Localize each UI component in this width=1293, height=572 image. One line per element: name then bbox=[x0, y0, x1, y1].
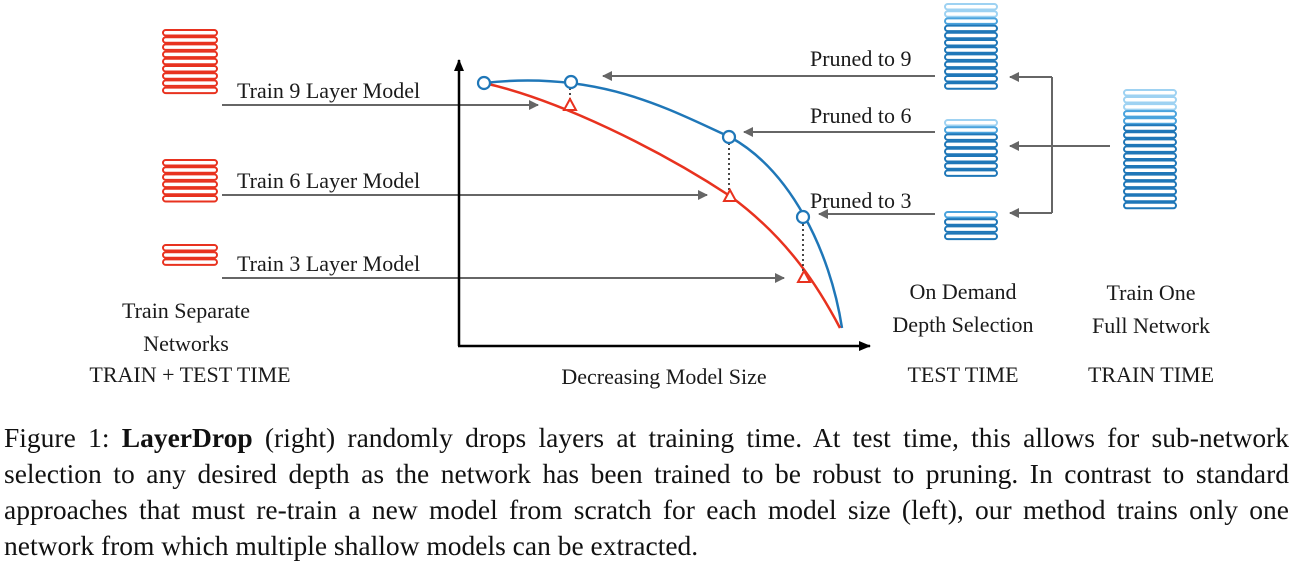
separate-network-layer bbox=[162, 29, 218, 37]
full-network-layer bbox=[1123, 131, 1177, 139]
kept-layer bbox=[944, 133, 998, 141]
kept-layer bbox=[944, 162, 998, 170]
train-3-layer-label: Train 3 Layer Model bbox=[237, 251, 420, 276]
middle-caption-line-2: Depth Selection bbox=[892, 312, 1033, 337]
caption-body: (right) randomly drops layers at trainin… bbox=[4, 422, 1289, 561]
separate-network-layer bbox=[162, 180, 218, 189]
separate-network-layer bbox=[162, 251, 218, 259]
kept-layer bbox=[944, 232, 998, 241]
pruned-3-marker bbox=[795, 209, 811, 225]
baseline-curve bbox=[483, 81, 842, 329]
separate-network-layer bbox=[162, 195, 218, 203]
separate-network-layer bbox=[162, 65, 218, 73]
kept-layer bbox=[944, 31, 998, 40]
separate-network-layer bbox=[162, 159, 218, 167]
dropped-layer bbox=[944, 211, 998, 219]
dropped-layer bbox=[944, 126, 998, 134]
full-network-layer bbox=[1123, 89, 1177, 97]
figure-caption: Figure 1: LayerDrop (right) randomly dro… bbox=[4, 420, 1289, 564]
dropped-layer bbox=[944, 10, 998, 18]
separate-network-layer bbox=[162, 86, 218, 95]
kept-layer bbox=[944, 39, 998, 47]
kept-layer bbox=[944, 225, 998, 233]
middle-caption-line-1: On Demand bbox=[910, 279, 1017, 304]
kept-layer bbox=[944, 82, 998, 90]
pruned-3-label: Pruned to 3 bbox=[810, 188, 911, 213]
pruned-6-label: Pruned to 6 bbox=[810, 103, 911, 128]
pruned-9-label: Pruned to 9 bbox=[810, 46, 911, 71]
separate-network-layer bbox=[162, 50, 218, 59]
left-caption-line-3: TRAIN + TEST TIME bbox=[89, 362, 290, 387]
caption-method-name: LayerDrop bbox=[121, 422, 253, 453]
dropped-layer bbox=[944, 3, 998, 11]
kept-layer bbox=[944, 46, 998, 54]
kept-layer bbox=[944, 75, 998, 83]
pruned-networks-stacks bbox=[944, 3, 998, 241]
kept-layer bbox=[944, 169, 998, 177]
separate-network-layer bbox=[162, 43, 218, 51]
train-6-marker bbox=[722, 187, 738, 202]
pruned-6-marker bbox=[721, 129, 737, 145]
layerdrop-diagram: Train 9 Layer Model Train 6 Layer Model … bbox=[89, 3, 1214, 389]
kept-layer bbox=[944, 147, 998, 156]
middle-caption-line-3: TEST TIME bbox=[907, 362, 1018, 387]
full-network-layer bbox=[1123, 124, 1177, 132]
train-9-marker bbox=[562, 96, 578, 111]
kept-layer bbox=[944, 53, 998, 61]
left-caption-line-2: Networks bbox=[143, 331, 229, 356]
left-caption-line-1: Train Separate bbox=[122, 298, 250, 323]
separate-network-layer bbox=[162, 244, 218, 252]
dropped-layer bbox=[944, 119, 998, 127]
kept-layer bbox=[944, 155, 998, 163]
full-network-layer bbox=[1123, 96, 1177, 104]
full-network-layer bbox=[1123, 110, 1177, 118]
kept-layer bbox=[944, 24, 998, 33]
full-network-layer bbox=[1123, 173, 1177, 182]
train-6-layer-label: Train 6 Layer Model bbox=[237, 168, 420, 193]
full-network-layer bbox=[1123, 117, 1177, 125]
separate-network-layer bbox=[162, 72, 218, 80]
caption-prefix: Figure 1: bbox=[4, 422, 122, 453]
separate-network-layer bbox=[162, 166, 218, 174]
separate-networks-stacks bbox=[162, 29, 218, 266]
train-3-marker bbox=[796, 268, 812, 283]
right-caption-line-3: TRAIN TIME bbox=[1088, 362, 1214, 387]
layerdrop-curve bbox=[483, 79, 844, 329]
x-axis-label: Decreasing Model Size bbox=[561, 364, 766, 389]
right-caption-line-1: Train One bbox=[1106, 280, 1195, 305]
full-network-layer bbox=[1123, 145, 1177, 153]
full-network-stack bbox=[1123, 89, 1177, 210]
full-network-layer bbox=[1123, 201, 1177, 210]
kept-layer bbox=[944, 218, 998, 226]
full-network-layer bbox=[1123, 103, 1177, 111]
train-9-layer-label: Train 9 Layer Model bbox=[237, 78, 420, 103]
separate-network-layer bbox=[162, 258, 218, 266]
dropped-layer bbox=[944, 17, 998, 25]
kept-layer bbox=[944, 67, 998, 76]
start-point-marker bbox=[476, 75, 492, 91]
right-caption-line-2: Full Network bbox=[1092, 313, 1210, 338]
full-network-layer bbox=[1123, 194, 1177, 203]
full-network-layer bbox=[1123, 159, 1177, 167]
kept-layer bbox=[944, 60, 998, 69]
separate-network-layer bbox=[162, 36, 218, 44]
separate-network-layer bbox=[162, 187, 218, 196]
kept-layer bbox=[944, 140, 998, 149]
full-network-layer bbox=[1123, 166, 1177, 175]
full-network-layer bbox=[1123, 152, 1177, 160]
full-network-layer bbox=[1123, 180, 1177, 189]
separate-network-layer bbox=[162, 79, 218, 87]
separate-network-layer bbox=[162, 57, 218, 66]
full-network-layer bbox=[1123, 187, 1177, 196]
separate-network-layer bbox=[162, 173, 218, 181]
full-network-layer bbox=[1123, 138, 1177, 146]
pruned-9-marker bbox=[563, 74, 579, 90]
